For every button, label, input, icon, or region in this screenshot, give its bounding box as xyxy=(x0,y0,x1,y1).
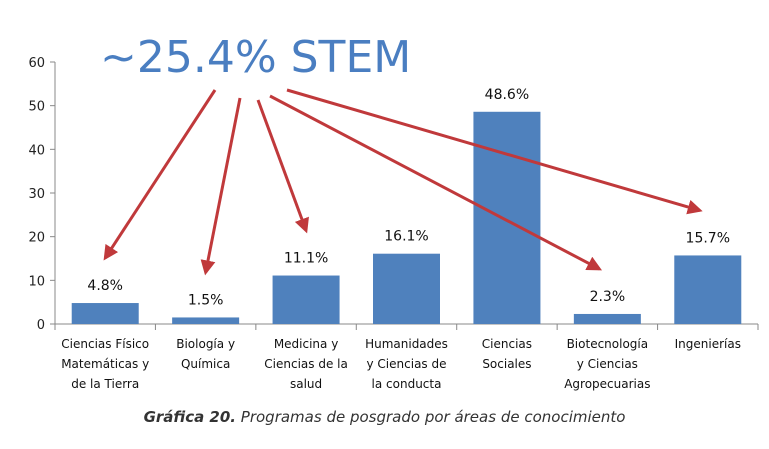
data-label: 4.8% xyxy=(87,278,123,294)
bar xyxy=(172,317,240,324)
bar xyxy=(674,255,742,324)
category-label-line: Sociales xyxy=(482,357,531,371)
category-label-line: Agropecuarias xyxy=(564,377,650,391)
category-label-line: Biología y xyxy=(176,337,235,351)
category-label-line: Matemáticas y xyxy=(61,357,149,371)
category-label-line: salud xyxy=(290,377,322,391)
data-label: 48.6% xyxy=(485,87,529,103)
bar xyxy=(573,313,641,324)
y-tick-label: 60 xyxy=(28,56,45,71)
category-label-line: Química xyxy=(181,357,230,371)
category-label-line: Medicina y xyxy=(274,337,339,351)
category-label: Humanidades y Ciencias de la conducta xyxy=(365,337,448,391)
annotation-arrow xyxy=(286,88,703,215)
data-label: 2.3% xyxy=(590,289,626,305)
data-label: 15.7% xyxy=(686,230,730,246)
bar xyxy=(473,111,541,324)
category-label-line: la conducta xyxy=(372,377,442,391)
y-tick-label: 0 xyxy=(37,318,45,333)
category-label-line: Ciencias de la xyxy=(264,357,348,371)
y-tick-label: 20 xyxy=(28,231,45,246)
category-label-line: y Ciencias xyxy=(577,357,638,371)
caption-text: Programas de posgrado por áreas de conoc… xyxy=(236,408,626,426)
category-label-line: Biotecnología xyxy=(567,337,649,351)
y-tick-label: 10 xyxy=(28,274,45,289)
category-label-line: y Ciencias de xyxy=(367,357,447,371)
category-label-line: Humanidades xyxy=(365,337,448,351)
figure-caption: Gráfica 20. Programas de posgrado por ár… xyxy=(0,408,769,426)
data-label: 1.5% xyxy=(188,292,224,308)
bar xyxy=(272,275,340,324)
annotation-arrow xyxy=(256,99,309,234)
y-tick-label: 50 xyxy=(28,100,45,115)
category-label-line: Ciencias xyxy=(482,337,532,351)
category-label: Ciencias Sociales xyxy=(482,337,532,371)
category-label: Ciencias Físico Matemáticas y de la Tierra xyxy=(61,337,149,391)
category-label-line: Ingenierías xyxy=(675,337,741,351)
annotation-arrow xyxy=(200,97,242,276)
y-tick-label: 30 xyxy=(28,187,45,202)
y-tick-label: 40 xyxy=(28,143,45,158)
category-label-line: Ciencias Físico xyxy=(61,337,149,351)
data-label: 11.1% xyxy=(284,251,328,267)
category-label: Biología y Química xyxy=(176,337,235,371)
bar xyxy=(373,253,440,324)
annotation-arrow xyxy=(103,89,217,261)
data-label: 16.1% xyxy=(384,229,428,245)
category-label: Biotecnología y Ciencias Agropecuarias xyxy=(564,337,650,391)
caption-lead: Gráfica 20. xyxy=(143,408,237,426)
category-label: Ingenierías xyxy=(675,337,741,351)
annotation-arrow xyxy=(269,94,603,271)
category-label-line: de la Tierra xyxy=(71,377,139,391)
category-label: Medicina y Ciencias de la salud xyxy=(264,337,348,391)
bar xyxy=(71,303,139,324)
stem-annotation: ~25.4% STEM xyxy=(100,32,411,83)
